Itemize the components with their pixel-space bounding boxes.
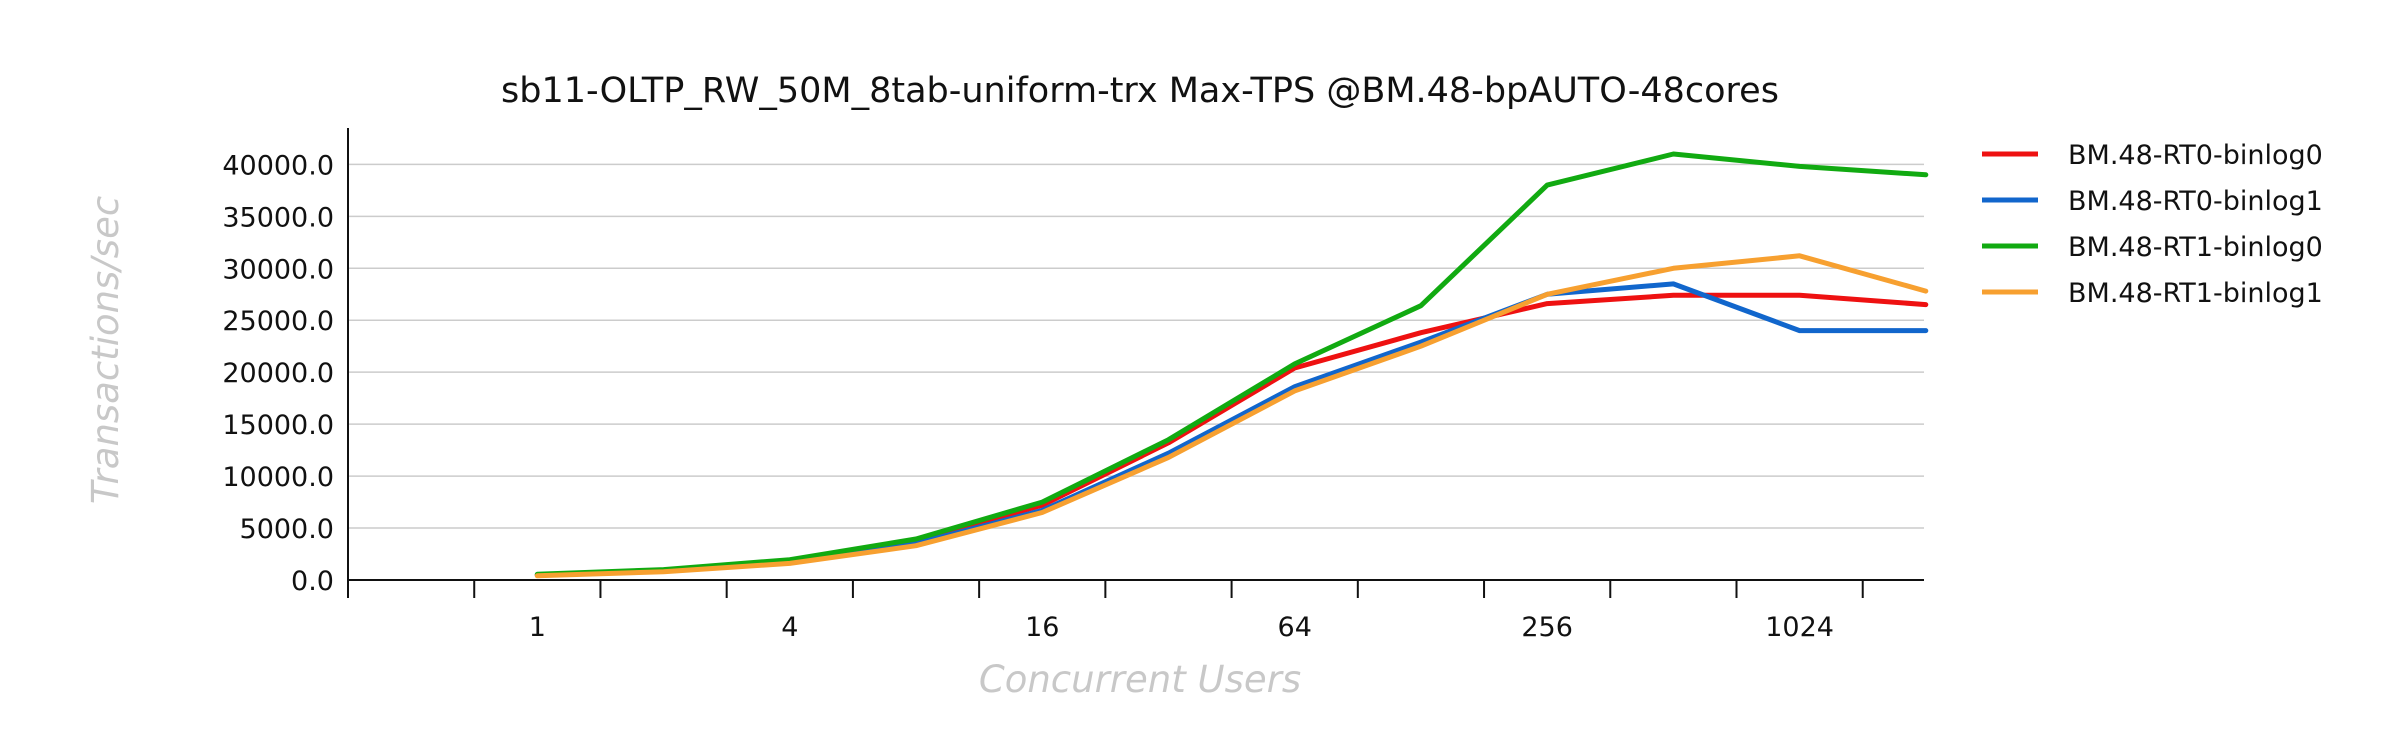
y-tick-label: 15000.0 xyxy=(222,410,334,441)
x-tick-label: 1 xyxy=(529,612,546,643)
y-tick-label: 35000.0 xyxy=(222,202,334,233)
legend-item: BM.48-RT0-binlog0 xyxy=(1982,140,2323,171)
y-tick-label: 20000.0 xyxy=(222,358,334,389)
series-line-bm-48-rt0-binlog0 xyxy=(534,292,1929,578)
grid-lines xyxy=(348,163,1924,529)
series-line-bm-48-rt0-binlog1 xyxy=(534,281,1929,578)
axes: 0.0 5000.0 10000.0 15000.0 20000.0 25000.0 300… xyxy=(222,128,1924,643)
y-tick-label: 30000.0 xyxy=(222,254,334,285)
series-line-bm-48-rt1-binlog1 xyxy=(534,253,1929,579)
legend-label: BM.48-RT1-binlog0 xyxy=(2068,232,2323,263)
series-line-bm-48-rt1-binlog0 xyxy=(534,151,1929,577)
x-tick-label: 16 xyxy=(1025,612,1059,643)
legend-label: BM.48-RT0-binlog0 xyxy=(2068,140,2323,171)
x-axis-label: Concurrent Users xyxy=(979,658,1301,701)
legend-label: BM.48-RT0-binlog1 xyxy=(2068,186,2323,217)
chart-title: sb11-OLTP_RW_50M_8tab-uniform-trx Max-TP… xyxy=(501,71,1779,111)
y-tick-label: 40000.0 xyxy=(222,150,334,181)
legend-item: BM.48-RT0-binlog1 xyxy=(1982,186,2323,217)
x-tick-label: 4 xyxy=(781,612,798,643)
x-tick-label: 256 xyxy=(1521,612,1573,643)
legend: BM.48-RT0-binlog0 BM.48-RT0-binlog1 BM.48-… xyxy=(1982,140,2323,309)
x-tick-label: 1024 xyxy=(1765,612,1834,643)
legend-item: BM.48-RT1-binlog1 xyxy=(1982,278,2323,309)
x-tick-label: 64 xyxy=(1278,612,1312,643)
series-lines xyxy=(534,151,1929,579)
legend-label: BM.48-RT1-binlog1 xyxy=(2068,278,2323,309)
y-tick-label: 10000.0 xyxy=(222,462,334,493)
legend-item: BM.48-RT1-binlog0 xyxy=(1982,232,2323,263)
y-tick-label: 5000.0 xyxy=(240,514,334,545)
y-tick-label: 0.0 xyxy=(291,566,334,597)
y-axis-label: Transactions/sec xyxy=(84,196,127,504)
y-tick-label: 25000.0 xyxy=(222,306,334,337)
